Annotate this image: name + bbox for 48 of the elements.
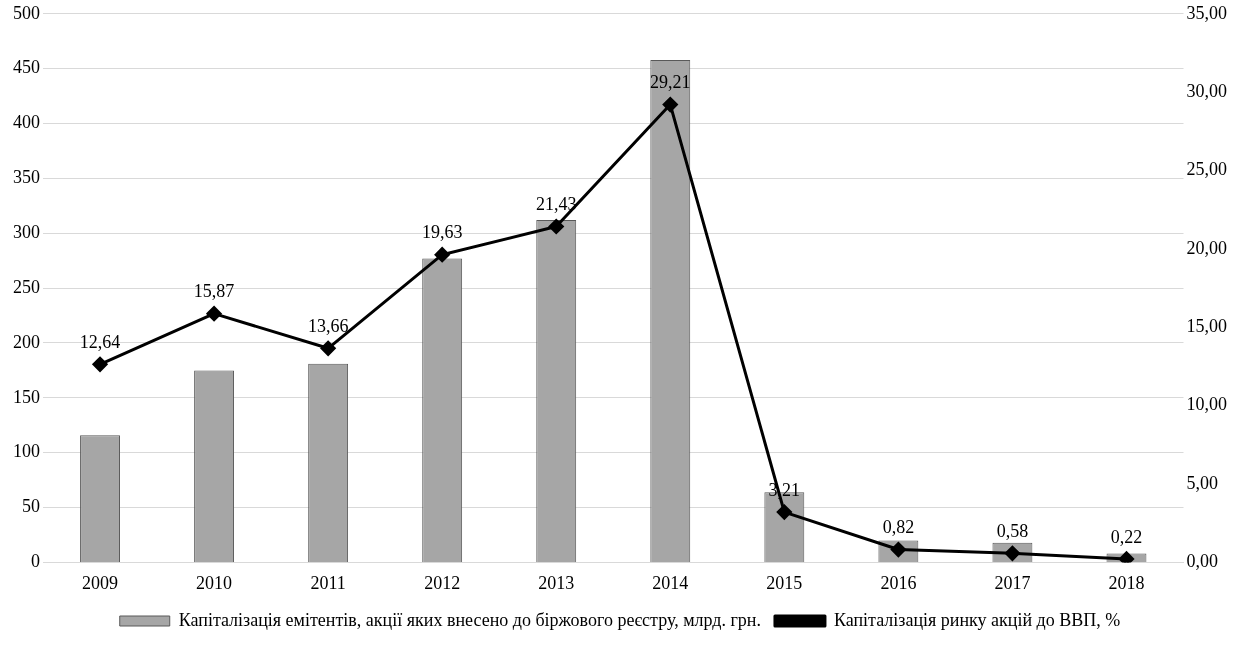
point xyxy=(548,219,564,234)
data-label: 13,66 xyxy=(307,316,349,337)
x-tick-label: 2014 xyxy=(652,572,689,593)
data-label: 0,58 xyxy=(996,521,1029,542)
point xyxy=(92,356,108,372)
point xyxy=(206,306,222,322)
y2-tick-label: 30,00 xyxy=(1186,80,1227,101)
y2-tick-label: 15,00 xyxy=(1186,316,1227,337)
y-tick-label: 0 xyxy=(31,551,40,572)
data-label: 0,82 xyxy=(882,517,915,538)
point xyxy=(434,247,450,263)
x-tick-label: 2012 xyxy=(424,572,461,593)
x-tick-label: 2010 xyxy=(196,572,233,593)
y2-tick-label: 35,00 xyxy=(1186,2,1227,23)
point xyxy=(662,97,678,113)
y-tick-label: 100 xyxy=(13,441,40,462)
y2-tick-label: 25,00 xyxy=(1186,159,1227,180)
point xyxy=(1118,551,1134,563)
y2-tick-label: 0,00 xyxy=(1186,551,1218,572)
data-label: 21,43 xyxy=(535,194,577,215)
y-tick-label: 500 xyxy=(13,2,40,23)
y2-tick-label: 10,00 xyxy=(1186,394,1227,415)
data-label: 15,87 xyxy=(193,281,235,302)
data-label: 29,21 xyxy=(650,72,691,93)
y-tick-label: 50 xyxy=(22,496,40,517)
y-tick-label: 350 xyxy=(13,167,40,188)
y2-tick-label: 5,00 xyxy=(1186,472,1218,493)
y-tick-label: 200 xyxy=(13,331,40,352)
y-tick-label: 150 xyxy=(13,386,40,407)
x-tick-label: 2011 xyxy=(310,572,346,593)
y-tick-label: 300 xyxy=(13,221,40,242)
point xyxy=(320,340,336,356)
x-tick-label: 2016 xyxy=(880,572,917,593)
x-tick-label: 2018 xyxy=(1108,572,1145,593)
y-tick-label: 400 xyxy=(13,112,40,133)
data-label: 12,64 xyxy=(79,332,121,353)
legend-label: Капіталізація ринку акцій до ВВП, % xyxy=(833,609,1121,630)
x-tick-label: 2017 xyxy=(994,572,1031,593)
x-tick-label: 2015 xyxy=(766,572,803,593)
y-tick-label: 250 xyxy=(13,276,40,297)
point xyxy=(776,504,792,520)
y2-tick-label: 20,00 xyxy=(1186,237,1227,258)
data-label: 0,22 xyxy=(1110,526,1143,547)
data-label: 19,63 xyxy=(421,222,463,243)
legend-label: Капіталізація емітентів, акції яких внесено до біржового реєстру, млрд. грн. xyxy=(178,609,761,630)
y-tick-label: 450 xyxy=(13,57,40,78)
x-tick-label: 2013 xyxy=(538,572,575,593)
x-tick-label: 2009 xyxy=(82,572,119,593)
